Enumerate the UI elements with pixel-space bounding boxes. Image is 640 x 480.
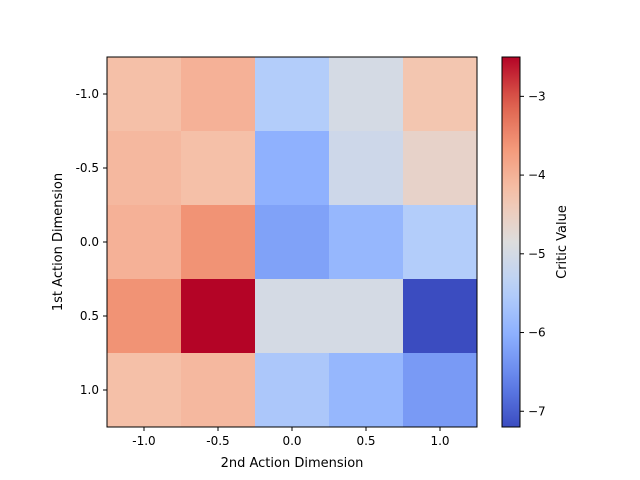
y-tick-label: -1.0	[76, 87, 99, 101]
heatmap-cell	[181, 131, 256, 206]
x-axis-label: 2nd Action Dimension	[221, 456, 364, 471]
heatmap-cell	[181, 353, 256, 428]
heatmap-cell	[107, 57, 182, 132]
x-tick-label: -1.0	[132, 434, 155, 448]
heatmap-cell	[403, 57, 478, 132]
colorbar-tick-label: −5	[528, 247, 546, 261]
heatmap-cells	[107, 57, 478, 428]
colorbar-label: Critic Value	[555, 205, 570, 279]
heatmap-cell	[107, 279, 182, 354]
colorbar-tick-label: −6	[528, 326, 546, 340]
heatmap-cell	[329, 353, 404, 428]
colorbar-tick-label: −4	[528, 168, 546, 182]
x-tick-label: 0.0	[282, 434, 301, 448]
heatmap-cell	[255, 131, 330, 206]
colorbar-tick-label: −7	[528, 404, 546, 418]
y-tick-label: 1.0	[80, 383, 99, 397]
y-axis-label: 1st Action Dimension	[51, 173, 66, 311]
colorbar	[501, 56, 521, 428]
heatmap-cell	[329, 205, 404, 280]
heatmap-cell	[403, 205, 478, 280]
heatmap-cell	[255, 57, 330, 132]
y-axis-ticks: -1.0 -0.5 0.0 0.5 1.0	[76, 87, 107, 397]
x-axis-ticks: -1.0 -0.5 0.0 0.5 1.0	[132, 427, 450, 448]
colorbar-tick-label: −3	[528, 89, 546, 103]
heatmap-cell	[255, 205, 330, 280]
heatmap-cell	[329, 131, 404, 206]
heatmap-cell	[329, 57, 404, 132]
heatmap-cell	[403, 131, 478, 206]
heatmap-cell	[403, 279, 478, 354]
heatmap-cell	[107, 131, 182, 206]
x-tick-label: 0.5	[356, 434, 375, 448]
heatmap-cell	[255, 279, 330, 354]
heatmap-cell	[255, 353, 330, 428]
x-tick-label: 1.0	[430, 434, 449, 448]
y-tick-label: 0.0	[80, 235, 99, 249]
heatmap-cell	[181, 57, 256, 132]
x-tick-label: -0.5	[206, 434, 229, 448]
colorbar-ticks: −7 −6 −5 −4 −3	[520, 89, 546, 418]
heatmap-cell	[181, 279, 256, 354]
heatmap-cell	[107, 353, 182, 428]
y-tick-label: -0.5	[76, 161, 99, 175]
heatmap-cell	[403, 353, 478, 428]
heatmap-cell	[107, 205, 182, 280]
heatmap-cell	[181, 205, 256, 280]
y-tick-label: 0.5	[80, 309, 99, 323]
heatmap-cell	[329, 279, 404, 354]
